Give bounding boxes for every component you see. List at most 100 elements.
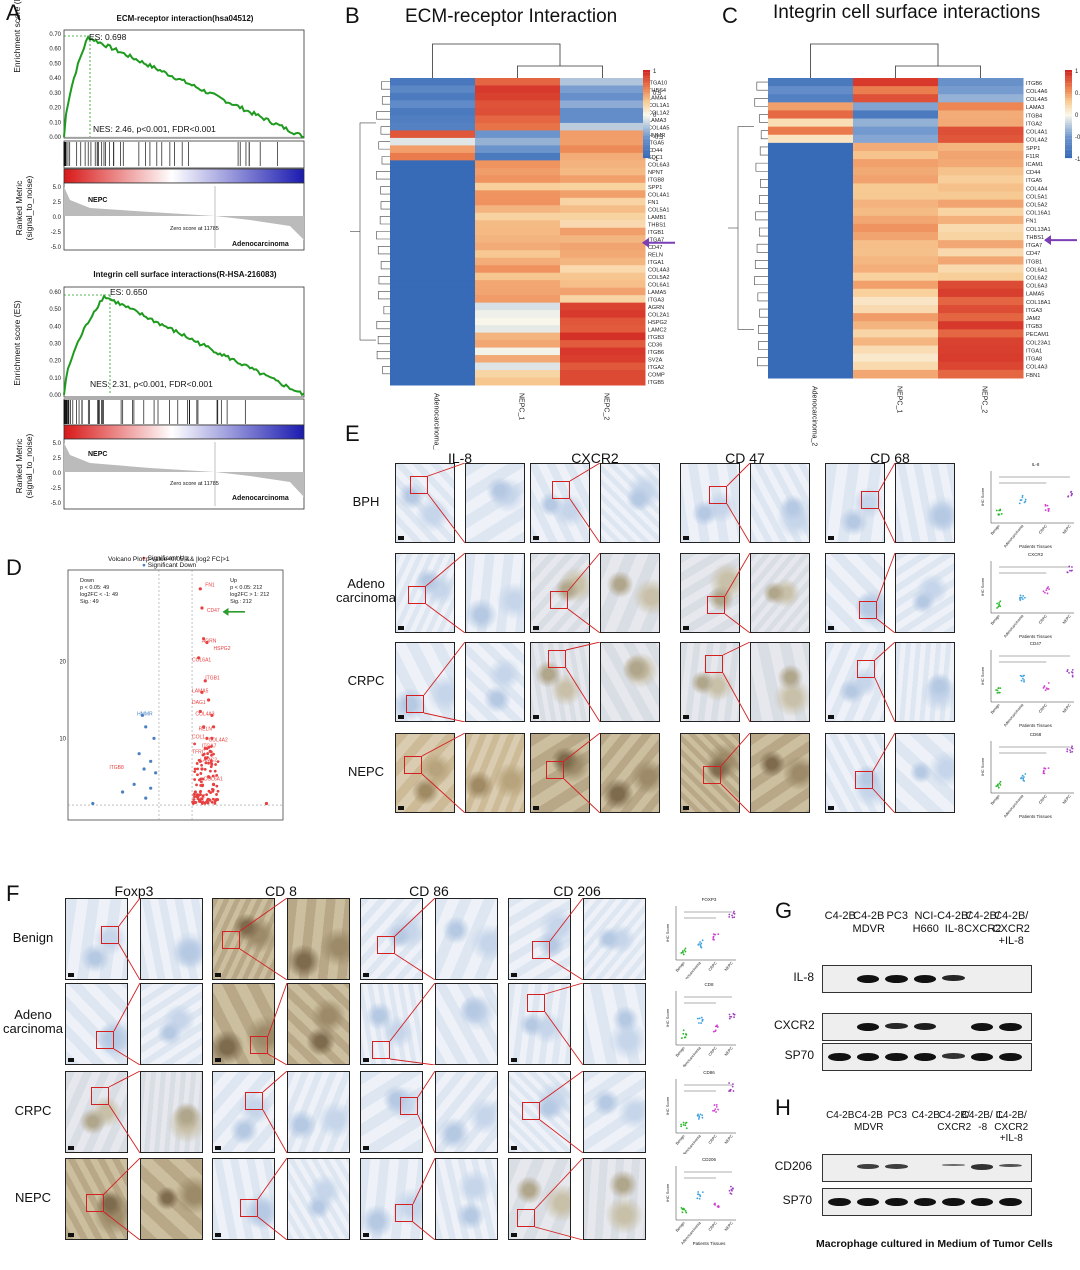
ihc-zoom-image xyxy=(750,553,810,633)
mini-point xyxy=(701,1191,704,1194)
legend-swatch xyxy=(643,87,650,90)
mini-point xyxy=(1021,677,1024,680)
roi-box xyxy=(709,486,727,504)
mini-point xyxy=(1066,571,1069,574)
heatmap-cell xyxy=(938,248,1024,257)
mini-point xyxy=(732,1090,735,1092)
ihc-lowmag-image xyxy=(360,1071,423,1153)
mini-point xyxy=(1071,569,1073,572)
column-dendrogram xyxy=(432,43,561,78)
point-up xyxy=(206,797,210,801)
legend-swatch xyxy=(1065,125,1072,128)
gsea-title: Integrin cell surface interactions(R-HSA… xyxy=(93,270,277,279)
gene-label: FN1 xyxy=(205,583,215,589)
mini-point xyxy=(1020,596,1023,599)
heatmap-cell xyxy=(853,159,939,168)
mini-point xyxy=(1043,767,1046,770)
gene-label: LAMA5 xyxy=(192,688,209,694)
roi-box xyxy=(707,596,725,614)
legend-swatch xyxy=(643,149,650,152)
gene-label: F11R xyxy=(1026,154,1039,160)
ihc-zoom-image xyxy=(435,983,498,1065)
heatmap-cell xyxy=(560,152,646,161)
protein-band xyxy=(885,975,908,983)
ihc-lowmag-image xyxy=(530,463,590,543)
heatmap-cell xyxy=(768,199,854,209)
heatmap-cell xyxy=(938,183,1024,193)
gene-label: COL23A1 xyxy=(1026,340,1051,346)
heatmap-cell xyxy=(768,191,854,201)
mini-group-label: NEPC xyxy=(724,1134,734,1145)
mini-point xyxy=(1068,671,1070,674)
mini-point xyxy=(996,602,999,605)
heatmap-cell xyxy=(475,85,561,94)
ihc-column-header: CD 68 xyxy=(870,450,910,466)
protein-band xyxy=(913,1053,936,1061)
mini-point xyxy=(1071,492,1074,495)
row-dendrogram xyxy=(380,186,390,195)
heatmap-cell xyxy=(475,167,561,176)
legend-swatch xyxy=(1065,98,1072,101)
roi-box xyxy=(546,761,564,779)
point-up xyxy=(206,800,210,804)
heatmap-cell xyxy=(853,337,939,347)
legend-swatch xyxy=(1065,153,1072,156)
legend-swatch xyxy=(1065,133,1072,137)
heatmap-cell xyxy=(768,94,854,103)
rank-tick-label: 0.0 xyxy=(53,471,62,477)
heatmap-cell xyxy=(853,288,939,298)
heatmap-cell xyxy=(390,115,476,124)
ihc-zoom-image xyxy=(600,733,660,813)
es-tick-label: 0.60 xyxy=(49,47,61,53)
point-up xyxy=(212,752,215,756)
lane-label: PC3 xyxy=(887,1110,907,1121)
gene-label: COL4A6 xyxy=(1026,89,1047,95)
mini-point xyxy=(712,1030,715,1033)
row-dendrogram xyxy=(380,126,390,135)
gene-label: LAMA5 xyxy=(1026,292,1044,298)
ihc-score-plot: CD206 IHC Score Benign Adenocarcinoma CRPC NE… xyxy=(660,1154,742,1248)
mini-plot-title: CD47 xyxy=(1030,641,1042,646)
mini-point xyxy=(997,513,1000,516)
legend-swatch xyxy=(1065,92,1072,95)
heatmap-cell xyxy=(768,175,854,184)
mini-xlabel: Patients Tissues xyxy=(1019,723,1053,728)
heatmap-cell xyxy=(853,223,939,233)
legend-swatch xyxy=(643,109,650,112)
gene-label: ITGB1 xyxy=(205,675,220,681)
mini-point xyxy=(1069,749,1071,751)
ihc-zoom-image xyxy=(435,898,498,980)
heatmap-cell xyxy=(768,248,854,257)
ihc-zoom-image xyxy=(600,463,660,543)
scale-bar xyxy=(398,536,404,540)
heatmap-cell xyxy=(768,167,854,176)
heatmap-cell xyxy=(560,78,646,86)
heatmap-cell xyxy=(475,197,561,206)
mini-point xyxy=(1042,772,1045,775)
es-axis-ticks: 0.70 0.60 0.50 0.40 0.30 0.20 0.10 0.00 xyxy=(49,32,61,141)
mini-point xyxy=(1047,682,1050,684)
heatmap-cell xyxy=(560,332,646,341)
mini-group-label: CRPC xyxy=(708,961,718,972)
es-tick-label: 0.10 xyxy=(49,376,61,382)
volcano-svg: -4042010log2 FoldChange-log10 p-valueDow… xyxy=(60,569,284,821)
rank-axis-ticks: 5.0 2.5 0.0 -2.5 -5.0 xyxy=(51,185,62,251)
point-up xyxy=(201,794,205,798)
point-up xyxy=(216,789,220,793)
point-up xyxy=(200,690,204,694)
mini-point xyxy=(999,780,1002,783)
mini-group-label: Benign xyxy=(675,961,686,973)
point-up xyxy=(199,780,203,784)
mini-point xyxy=(1044,509,1047,512)
protein-band xyxy=(970,1198,993,1206)
heatmap-cell xyxy=(938,256,1024,265)
heatmap-cell xyxy=(390,317,476,326)
mini-group-label: NEPC xyxy=(1062,703,1072,714)
mini-point xyxy=(682,1029,685,1032)
ihc-zoom-image xyxy=(583,898,646,980)
point-up xyxy=(206,698,211,702)
mini-ylabel: IHC Score xyxy=(665,1183,670,1202)
mini-plot-title: CD206 xyxy=(702,1157,717,1162)
heatmap-cell xyxy=(853,126,939,136)
heatmap-cell xyxy=(560,257,646,266)
